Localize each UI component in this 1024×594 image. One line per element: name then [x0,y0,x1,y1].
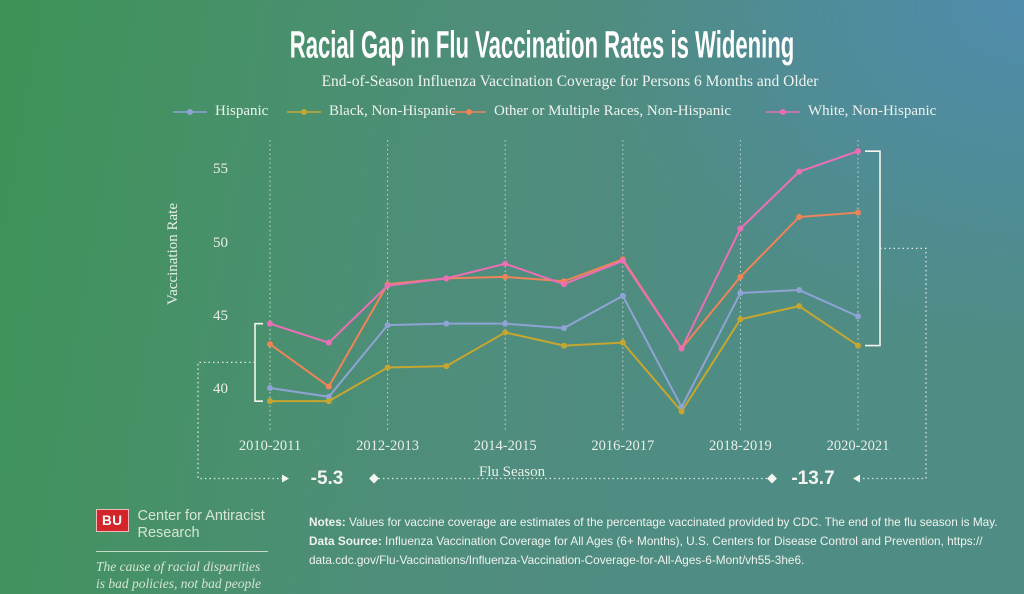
svg-text:2010-2011: 2010-2011 [239,438,301,454]
svg-text:2020-2021: 2020-2021 [827,438,890,454]
svg-text:Vaccination Rate: Vaccination Rate [165,203,181,305]
svg-text:-5.3: -5.3 [311,468,344,489]
svg-text:2014-2015: 2014-2015 [474,438,537,454]
svg-text:40: 40 [213,381,228,397]
svg-text:2012-2013: 2012-2013 [356,438,419,454]
svg-text:2018-2019: 2018-2019 [709,438,772,454]
svg-text:2016-2017: 2016-2017 [591,438,654,454]
svg-text:50: 50 [213,235,228,251]
svg-text:Flu Season: Flu Season [479,464,546,480]
svg-text:55: 55 [213,161,228,177]
svg-text:-13.7: -13.7 [791,468,834,489]
svg-text:45: 45 [213,308,228,324]
